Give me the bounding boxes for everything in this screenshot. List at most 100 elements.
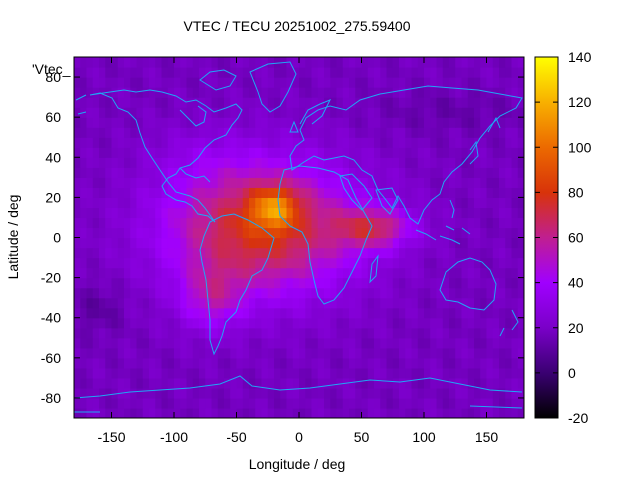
heat-cell <box>105 287 113 299</box>
heat-cell <box>424 57 431 68</box>
heat-cell <box>199 97 206 108</box>
heat-cell <box>280 267 288 279</box>
heat-cell <box>161 137 169 148</box>
coast-antarctica <box>74 375 523 399</box>
colorbar-tick-label: 80 <box>568 184 584 200</box>
heat-cell <box>92 197 100 209</box>
heat-cell <box>92 117 100 128</box>
heat-cell <box>399 167 406 178</box>
heat-cell <box>499 167 506 178</box>
heat-cell <box>505 257 513 269</box>
heat-cell <box>436 87 444 98</box>
heat-cell <box>224 147 231 158</box>
heat-cell <box>317 387 325 399</box>
heat-cell <box>374 347 381 359</box>
heat-cell <box>399 337 406 349</box>
heat-cell <box>399 77 406 88</box>
heat-cell <box>486 67 494 78</box>
heat-cell <box>111 77 119 88</box>
heat-cell <box>342 287 350 299</box>
heat-cell <box>461 67 469 78</box>
heat-cell <box>467 107 475 118</box>
heat-cell <box>174 67 181 78</box>
heat-cell <box>111 57 119 68</box>
heat-cell <box>486 177 494 188</box>
heat-cell <box>311 217 319 229</box>
heat-cell <box>461 397 469 409</box>
heat-cell <box>92 337 100 349</box>
heat-cell <box>499 157 506 168</box>
heat-cell <box>355 387 363 399</box>
heat-cell <box>217 117 225 128</box>
heat-cell <box>192 367 200 379</box>
heat-cell <box>292 157 300 168</box>
heat-cell <box>330 397 338 409</box>
heat-cell <box>486 277 494 289</box>
heat-cell <box>330 107 338 118</box>
heat-cell <box>317 297 325 309</box>
heat-cell <box>436 337 444 349</box>
heat-cell <box>386 267 394 279</box>
heat-cell <box>130 237 138 249</box>
heat-cell <box>311 257 319 269</box>
heat-cell <box>317 247 325 259</box>
heat-cell <box>392 357 400 369</box>
heat-cell <box>199 327 206 339</box>
heat-cell <box>430 377 438 389</box>
heat-cell <box>330 337 338 349</box>
heat-cell <box>349 257 356 269</box>
heat-cell <box>286 397 294 409</box>
heat-cell <box>267 347 275 359</box>
heat-cell <box>274 117 281 128</box>
heat-cell <box>474 247 481 259</box>
heat-cell <box>274 197 281 209</box>
heat-cell <box>367 97 375 108</box>
heat-cell <box>480 67 488 78</box>
heat-cell <box>305 237 313 249</box>
heat-cell <box>124 157 131 168</box>
heat-cell <box>92 247 100 259</box>
heat-cell <box>442 197 450 209</box>
heat-cell <box>455 267 463 279</box>
heat-cell <box>311 307 319 319</box>
heat-cell <box>292 367 300 379</box>
heat-cell <box>199 217 206 229</box>
heat-cell <box>274 67 281 78</box>
heat-cell <box>274 137 281 148</box>
heat-cell <box>99 317 106 329</box>
heat-cell <box>517 357 524 369</box>
heat-cell <box>392 397 400 409</box>
heat-cell <box>505 67 513 78</box>
heat-cell <box>392 217 400 229</box>
heat-cell <box>499 357 506 369</box>
heat-cell <box>430 387 438 399</box>
heat-cell <box>236 377 244 389</box>
heat-cell <box>442 377 450 389</box>
heat-cell <box>180 387 188 399</box>
heat-cell <box>117 297 125 309</box>
heat-cell <box>461 157 469 168</box>
heat-cell <box>242 187 250 198</box>
heat-cell <box>211 167 219 178</box>
heat-cell <box>267 147 275 158</box>
heat-cell <box>480 77 488 88</box>
heat-cell <box>442 177 450 188</box>
heat-cell <box>299 147 306 158</box>
heat-cell <box>499 147 506 158</box>
heat-cell <box>111 387 119 399</box>
heat-cell <box>399 57 406 68</box>
heat-cell <box>149 377 156 389</box>
heat-cell <box>230 267 238 279</box>
heat-cell <box>111 187 119 198</box>
heat-cell <box>180 177 188 188</box>
heat-cell <box>155 67 163 78</box>
heat-cell <box>505 337 513 349</box>
heat-cell <box>105 367 113 379</box>
heat-cell <box>330 147 338 158</box>
heat-cell <box>292 67 300 78</box>
heat-cell <box>86 247 94 259</box>
heat-cell <box>205 277 213 289</box>
heat-cell <box>186 117 194 128</box>
heat-cell <box>511 147 519 158</box>
